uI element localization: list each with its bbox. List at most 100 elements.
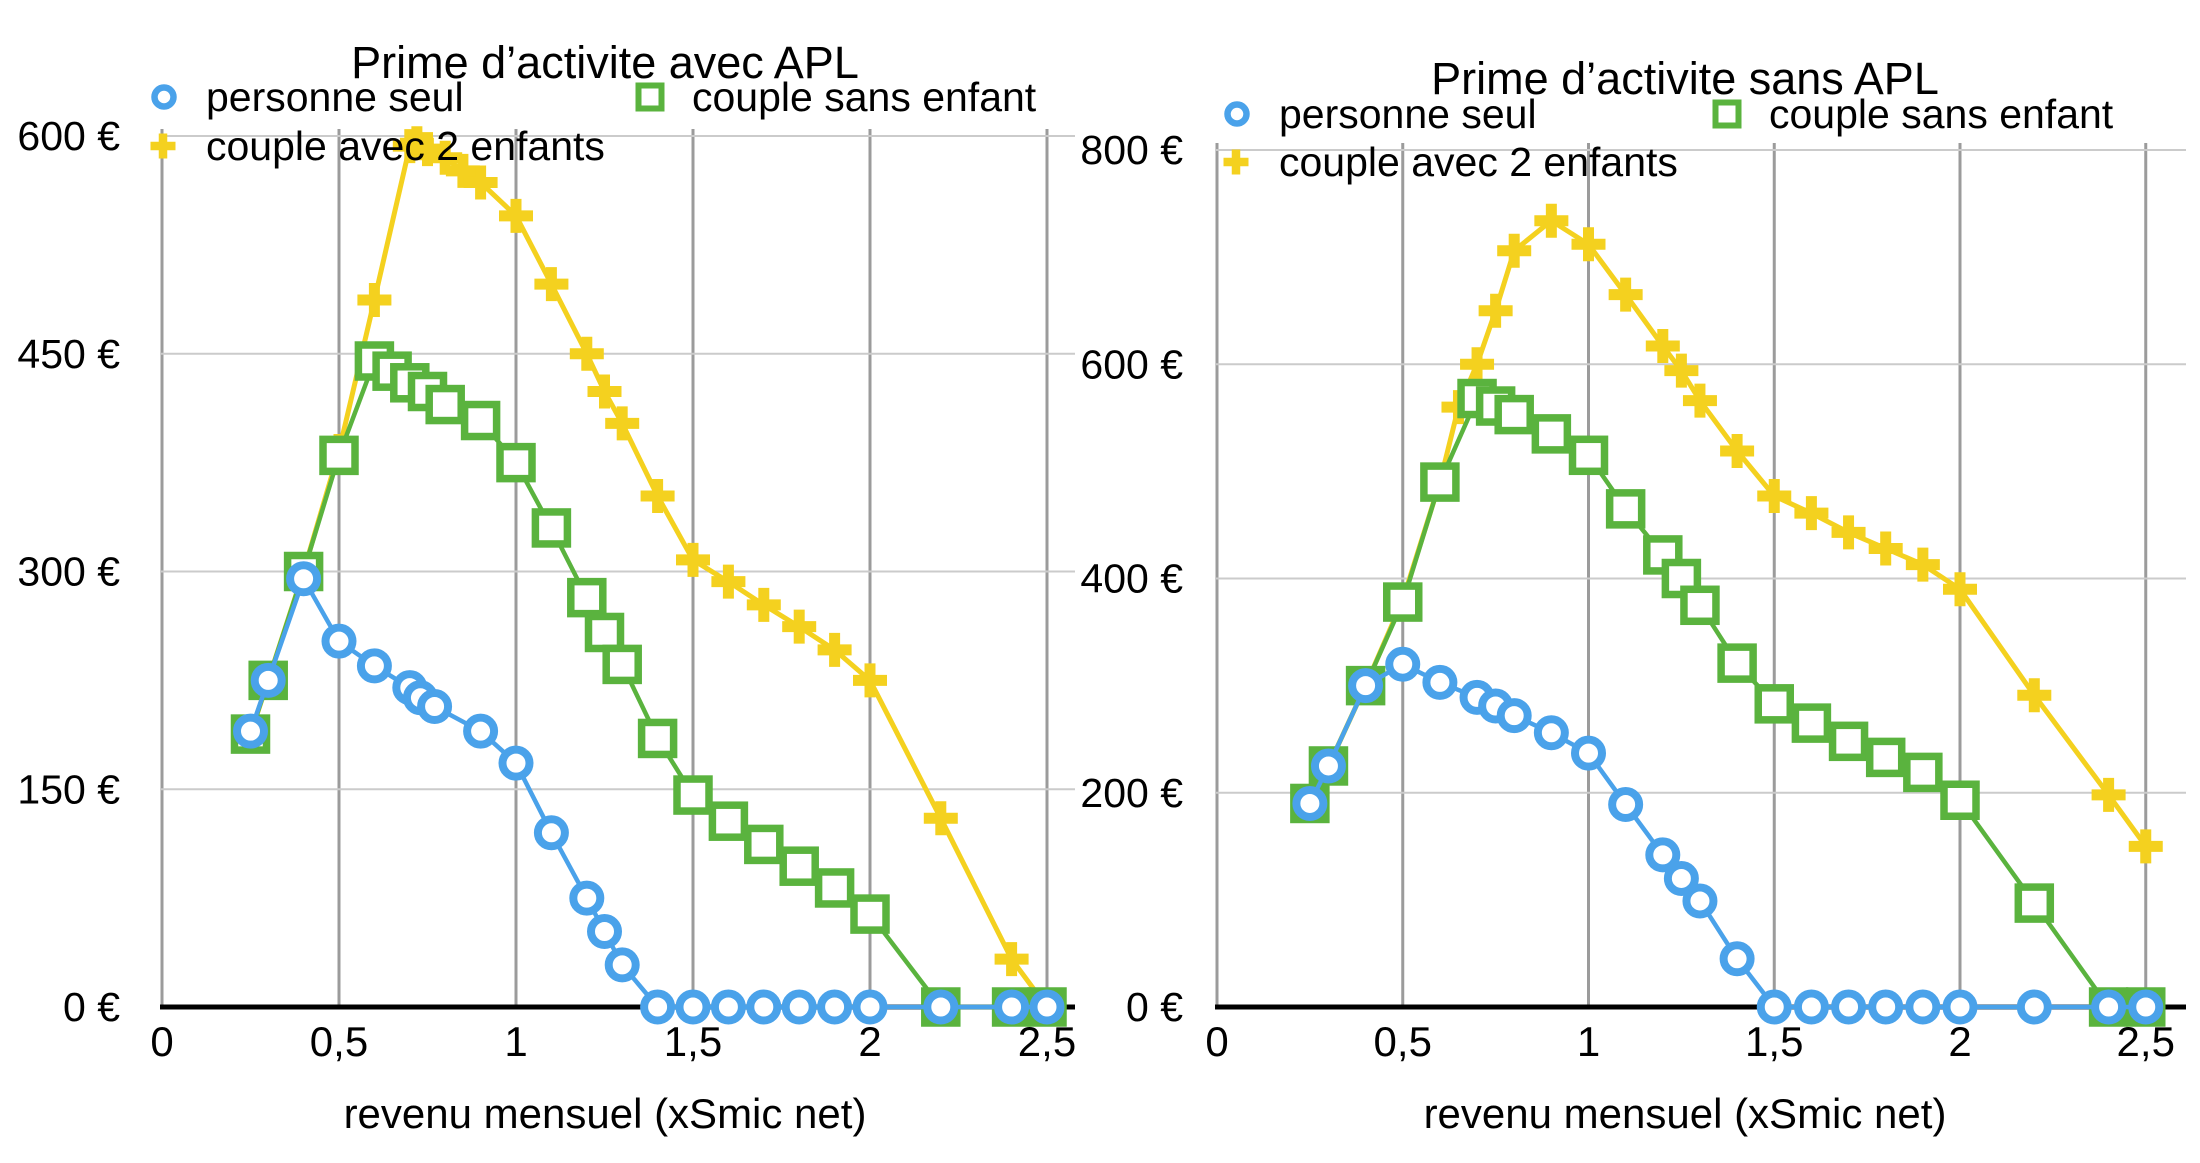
data-point-marker-icon xyxy=(673,775,713,815)
y-tick-label: 600 € xyxy=(17,113,120,159)
data-point-marker-icon xyxy=(2014,883,2055,923)
y-tick-label: 0 € xyxy=(1126,984,1183,1030)
data-point-marker-icon xyxy=(853,663,887,698)
data-point-marker-icon xyxy=(710,989,746,1025)
data-point-marker-icon xyxy=(569,880,605,916)
data-point-marker-icon xyxy=(1865,737,1906,778)
data-point-marker-icon xyxy=(1720,434,1755,469)
data-point-marker-icon xyxy=(1868,531,1903,566)
chart-title: Prime d’activite sans APL xyxy=(1431,53,1939,104)
legend-label: personne seul xyxy=(206,74,464,120)
legend-square-icon xyxy=(635,82,665,112)
data-point-marker-icon xyxy=(428,140,463,175)
data-point-marker-icon xyxy=(1420,462,1460,502)
data-point-marker-icon xyxy=(1645,329,1680,364)
data-point-marker-icon xyxy=(531,508,572,548)
data-point-marker-icon xyxy=(602,644,642,685)
data-point-marker-icon xyxy=(1568,435,1609,476)
data-point-marker-icon xyxy=(567,577,607,618)
data-point-marker-icon xyxy=(814,868,855,908)
data-point-marker-icon xyxy=(1460,347,1495,382)
data-point-marker-icon xyxy=(587,374,622,409)
x-tick-label: 2 xyxy=(858,1018,881,1065)
data-point-marker-icon xyxy=(1831,515,1866,550)
y-tick-label: 400 € xyxy=(1080,556,1183,602)
x-tick-label: 1 xyxy=(1577,1018,1600,1065)
x-tick-labels: 0 0,5 1 1,5 2 2,5 xyxy=(1205,1018,2175,1065)
data-point-marker-icon xyxy=(1868,989,1904,1025)
data-point-marker-icon xyxy=(1478,293,1513,328)
data-point-marker-icon xyxy=(1903,752,1943,793)
x-tick-label: 0 xyxy=(1205,1018,1228,1065)
data-point-marker-icon xyxy=(923,801,958,836)
data-point-marker-icon xyxy=(1571,227,1606,262)
data-point-marker-icon xyxy=(1757,479,1792,514)
chart-avec-apl: 0 € 150 € 300 € 450 € 600 € 0 0,5 1 1,5 2 2,5 reven… xyxy=(17,37,1076,1137)
legend-square-icon xyxy=(1712,99,1742,129)
data-point-marker-icon xyxy=(1533,715,1569,751)
chart-title: Prime d’activite avec APL xyxy=(351,37,859,88)
data-point-marker-icon xyxy=(1943,572,1977,607)
data-point-marker-icon xyxy=(1754,684,1794,724)
data-point-marker-icon xyxy=(675,989,711,1025)
series-personne-seul xyxy=(1292,646,2164,1025)
series-line xyxy=(248,358,1047,1010)
y-tick-label: 800 € xyxy=(1080,127,1183,173)
data-point-marker-icon xyxy=(1029,989,1065,1025)
data-point-marker-icon xyxy=(460,400,501,441)
y-tick-label: 150 € xyxy=(17,766,120,812)
grid xyxy=(160,129,1075,1007)
legend-label: couple avec 2 enfants xyxy=(1279,139,1678,185)
x-tick-label: 0 xyxy=(150,1018,173,1065)
x-tick-label: 2,5 xyxy=(1018,1018,1076,1065)
y-tick-label: 200 € xyxy=(1080,770,1183,816)
data-point-marker-icon xyxy=(1793,989,1829,1025)
data-point-marker-icon xyxy=(2017,678,2052,713)
data-point-marker-icon xyxy=(746,989,782,1025)
x-tick-labels: 0 0,5 1 1,5 2 2,5 xyxy=(150,1018,1076,1065)
data-point-marker-icon xyxy=(640,989,676,1025)
data-point-marker-icon xyxy=(1828,721,1869,762)
data-point-marker-icon xyxy=(410,132,445,167)
data-point-marker-icon xyxy=(356,648,392,684)
data-point-marker-icon xyxy=(1664,353,1699,388)
legend-plus-icon xyxy=(150,133,176,159)
data-point-marker-icon xyxy=(1905,989,1941,1025)
data-point-marker-icon xyxy=(1348,668,1384,704)
data-point-marker-icon xyxy=(2091,777,2126,812)
x-tick-label: 1,5 xyxy=(1745,1018,1803,1065)
data-point-marker-icon xyxy=(357,283,392,318)
data-point-marker-icon xyxy=(321,623,357,659)
chart-sans-apl: 0 € 200 € 400 € 600 € 800 € 0 0,5 1 1,5 2 2,5 reven… xyxy=(1080,53,2186,1137)
data-point-marker-icon xyxy=(994,942,1029,977)
legend: personne seul couple sans enfant couple av… xyxy=(1223,91,2114,185)
data-point-marker-icon xyxy=(1682,383,1717,418)
data-point-marker-icon xyxy=(1680,585,1720,626)
data-point-marker-icon xyxy=(1496,698,1532,734)
y-tick-labels: 0 € 150 € 300 € 450 € 600 € xyxy=(17,113,120,1030)
y-tick-label: 600 € xyxy=(1080,341,1183,387)
data-point-marker-icon xyxy=(1756,989,1792,1025)
data-point-marker-icon xyxy=(852,989,888,1025)
data-point-marker-icon xyxy=(708,801,749,841)
legend-plus-icon xyxy=(1223,149,1249,175)
series-couple-sans-enfant xyxy=(230,341,1067,1027)
data-point-marker-icon xyxy=(286,561,322,597)
data-point-marker-icon xyxy=(817,989,853,1025)
data-point-marker-icon xyxy=(463,165,498,200)
data-point-marker-icon xyxy=(1905,547,1940,582)
x-tick-label: 1 xyxy=(504,1018,527,1065)
data-point-marker-icon xyxy=(1717,643,1757,683)
y-tick-label: 450 € xyxy=(17,331,120,377)
data-point-marker-icon xyxy=(1794,496,1829,531)
data-point-marker-icon xyxy=(533,815,569,851)
data-point-marker-icon xyxy=(1608,277,1643,312)
x-axis-title: revenu mensuel (xSmic net) xyxy=(1424,1090,1947,1137)
data-point-marker-icon xyxy=(994,989,1030,1025)
data-point-marker-icon xyxy=(2016,989,2052,1025)
x-tick-label: 1,5 xyxy=(664,1018,722,1065)
data-point-marker-icon xyxy=(1940,780,1980,820)
data-point-marker-icon xyxy=(1494,394,1534,435)
